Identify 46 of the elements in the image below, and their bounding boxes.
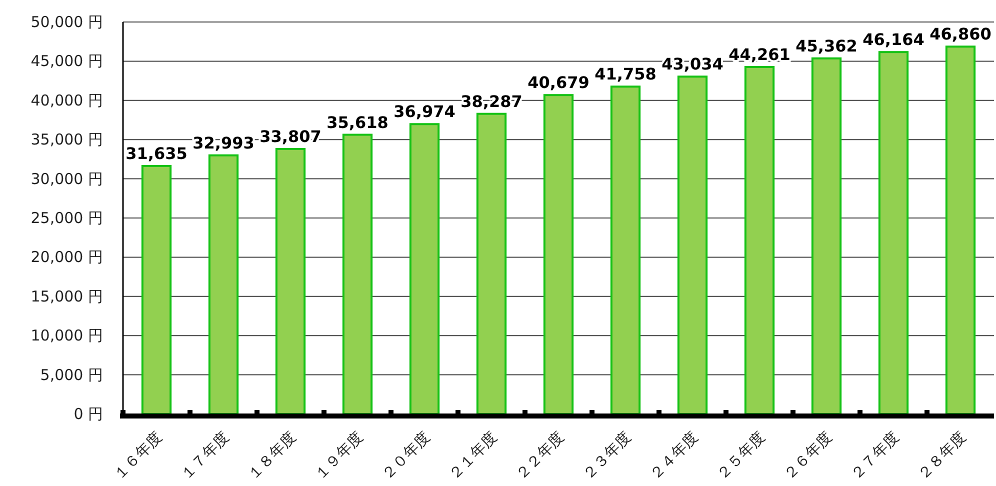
x-tick-label: ２７年度 [847, 428, 902, 484]
x-tick-label: １９年度 [311, 428, 366, 484]
y-tick-label: 10,000 円 [30, 326, 103, 345]
y-tick-label: 25,000 円 [30, 209, 103, 227]
x-tick-label: ２３年度 [579, 428, 634, 484]
data-label: 41,758 [594, 64, 656, 84]
x-tick-label: １７年度 [177, 428, 232, 484]
x-tick-label: ２８年度 [914, 428, 970, 484]
data-label: 40,679 [528, 73, 590, 92]
bar [409, 123, 440, 415]
x-tick-label: １８年度 [244, 428, 300, 484]
data-label: 36,974 [394, 102, 456, 122]
x-tick-label: ２６年度 [780, 428, 836, 484]
y-tick-label: 20,000 円 [30, 248, 103, 266]
y-tick-label: 30,000 円 [30, 170, 103, 188]
data-label: 31,635 [126, 144, 188, 163]
y-tick-label: 0 円 [74, 405, 103, 423]
x-tick-label: ２５年度 [713, 428, 768, 484]
x-tick-label: ２１年度 [445, 428, 500, 484]
bar [677, 76, 708, 415]
bar [610, 86, 641, 415]
y-tick-label: 45,000 円 [30, 52, 103, 70]
bar [476, 112, 507, 415]
bar [945, 46, 976, 415]
y-tick-label: 40,000 円 [30, 91, 103, 110]
bar [208, 154, 239, 415]
bar [878, 51, 909, 415]
y-tick-label: 50,000 円 [30, 13, 103, 31]
bar [141, 164, 172, 415]
x-tick-label: １６年度 [110, 428, 166, 484]
bar [543, 94, 574, 415]
x-tick-label: ２０年度 [378, 428, 434, 484]
bar [342, 134, 373, 415]
data-label: 46,860 [930, 24, 992, 44]
x-tick-label: ２２年度 [512, 428, 568, 484]
x-tick-label: ２４年度 [646, 428, 702, 484]
y-tick-label: 35,000 円 [30, 130, 103, 149]
bar [811, 57, 842, 415]
data-label: 44,261 [728, 44, 790, 64]
data-label: 46,164 [862, 30, 924, 50]
data-label: 45,362 [796, 36, 858, 56]
y-tick-label: 5,000 円 [40, 366, 103, 384]
bar [275, 148, 306, 415]
data-label: 35,618 [326, 112, 388, 132]
y-tick-label: 15,000 円 [30, 287, 103, 306]
bar [744, 66, 775, 415]
